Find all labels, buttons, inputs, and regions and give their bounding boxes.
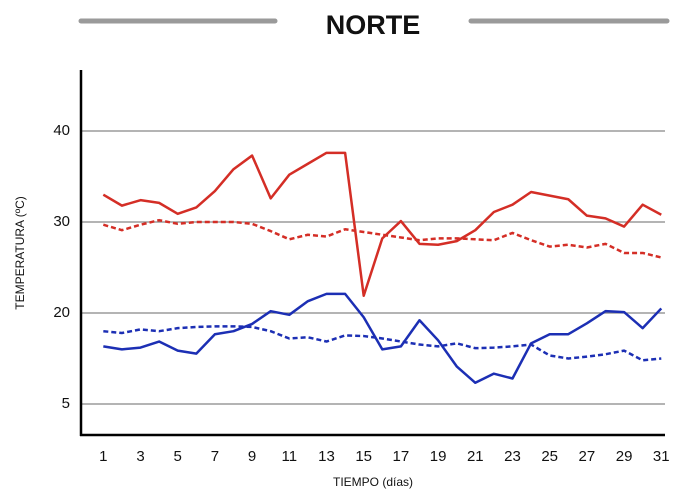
x-tick-label: 5	[174, 448, 182, 465]
x-axis-label: TIEMPO (días)	[333, 475, 413, 489]
x-tick-label: 19	[430, 448, 447, 465]
y-tick-label: 30	[53, 213, 70, 230]
y-tick-label: 40	[53, 122, 70, 139]
x-tick-label: 21	[467, 448, 484, 465]
x-tick-label: 11	[282, 448, 298, 465]
x-tick-label: 13	[318, 448, 335, 465]
x-tick-label: 3	[136, 448, 144, 465]
x-tick-label: 27	[579, 448, 596, 465]
y-axis-label: TEMPERATURA (ºC)	[13, 196, 27, 310]
chart-title: NORTE	[326, 10, 421, 40]
x-tick-label: 1	[99, 448, 107, 465]
x-tick-label: 17	[393, 448, 410, 465]
y-tick-label: 20	[53, 304, 70, 321]
y-tick-label: 5	[62, 395, 70, 412]
series-line	[103, 325, 662, 362]
x-tick-label: 7	[211, 448, 219, 465]
x-tick-label: 15	[355, 448, 372, 465]
x-tick-label: 25	[541, 448, 558, 465]
series-line	[103, 292, 663, 385]
x-tick-label: 23	[504, 448, 521, 465]
x-tick-label: 31	[653, 448, 670, 465]
series-line	[102, 151, 662, 297]
x-tick-label: 29	[616, 448, 633, 465]
x-tick-label: 9	[248, 448, 256, 465]
